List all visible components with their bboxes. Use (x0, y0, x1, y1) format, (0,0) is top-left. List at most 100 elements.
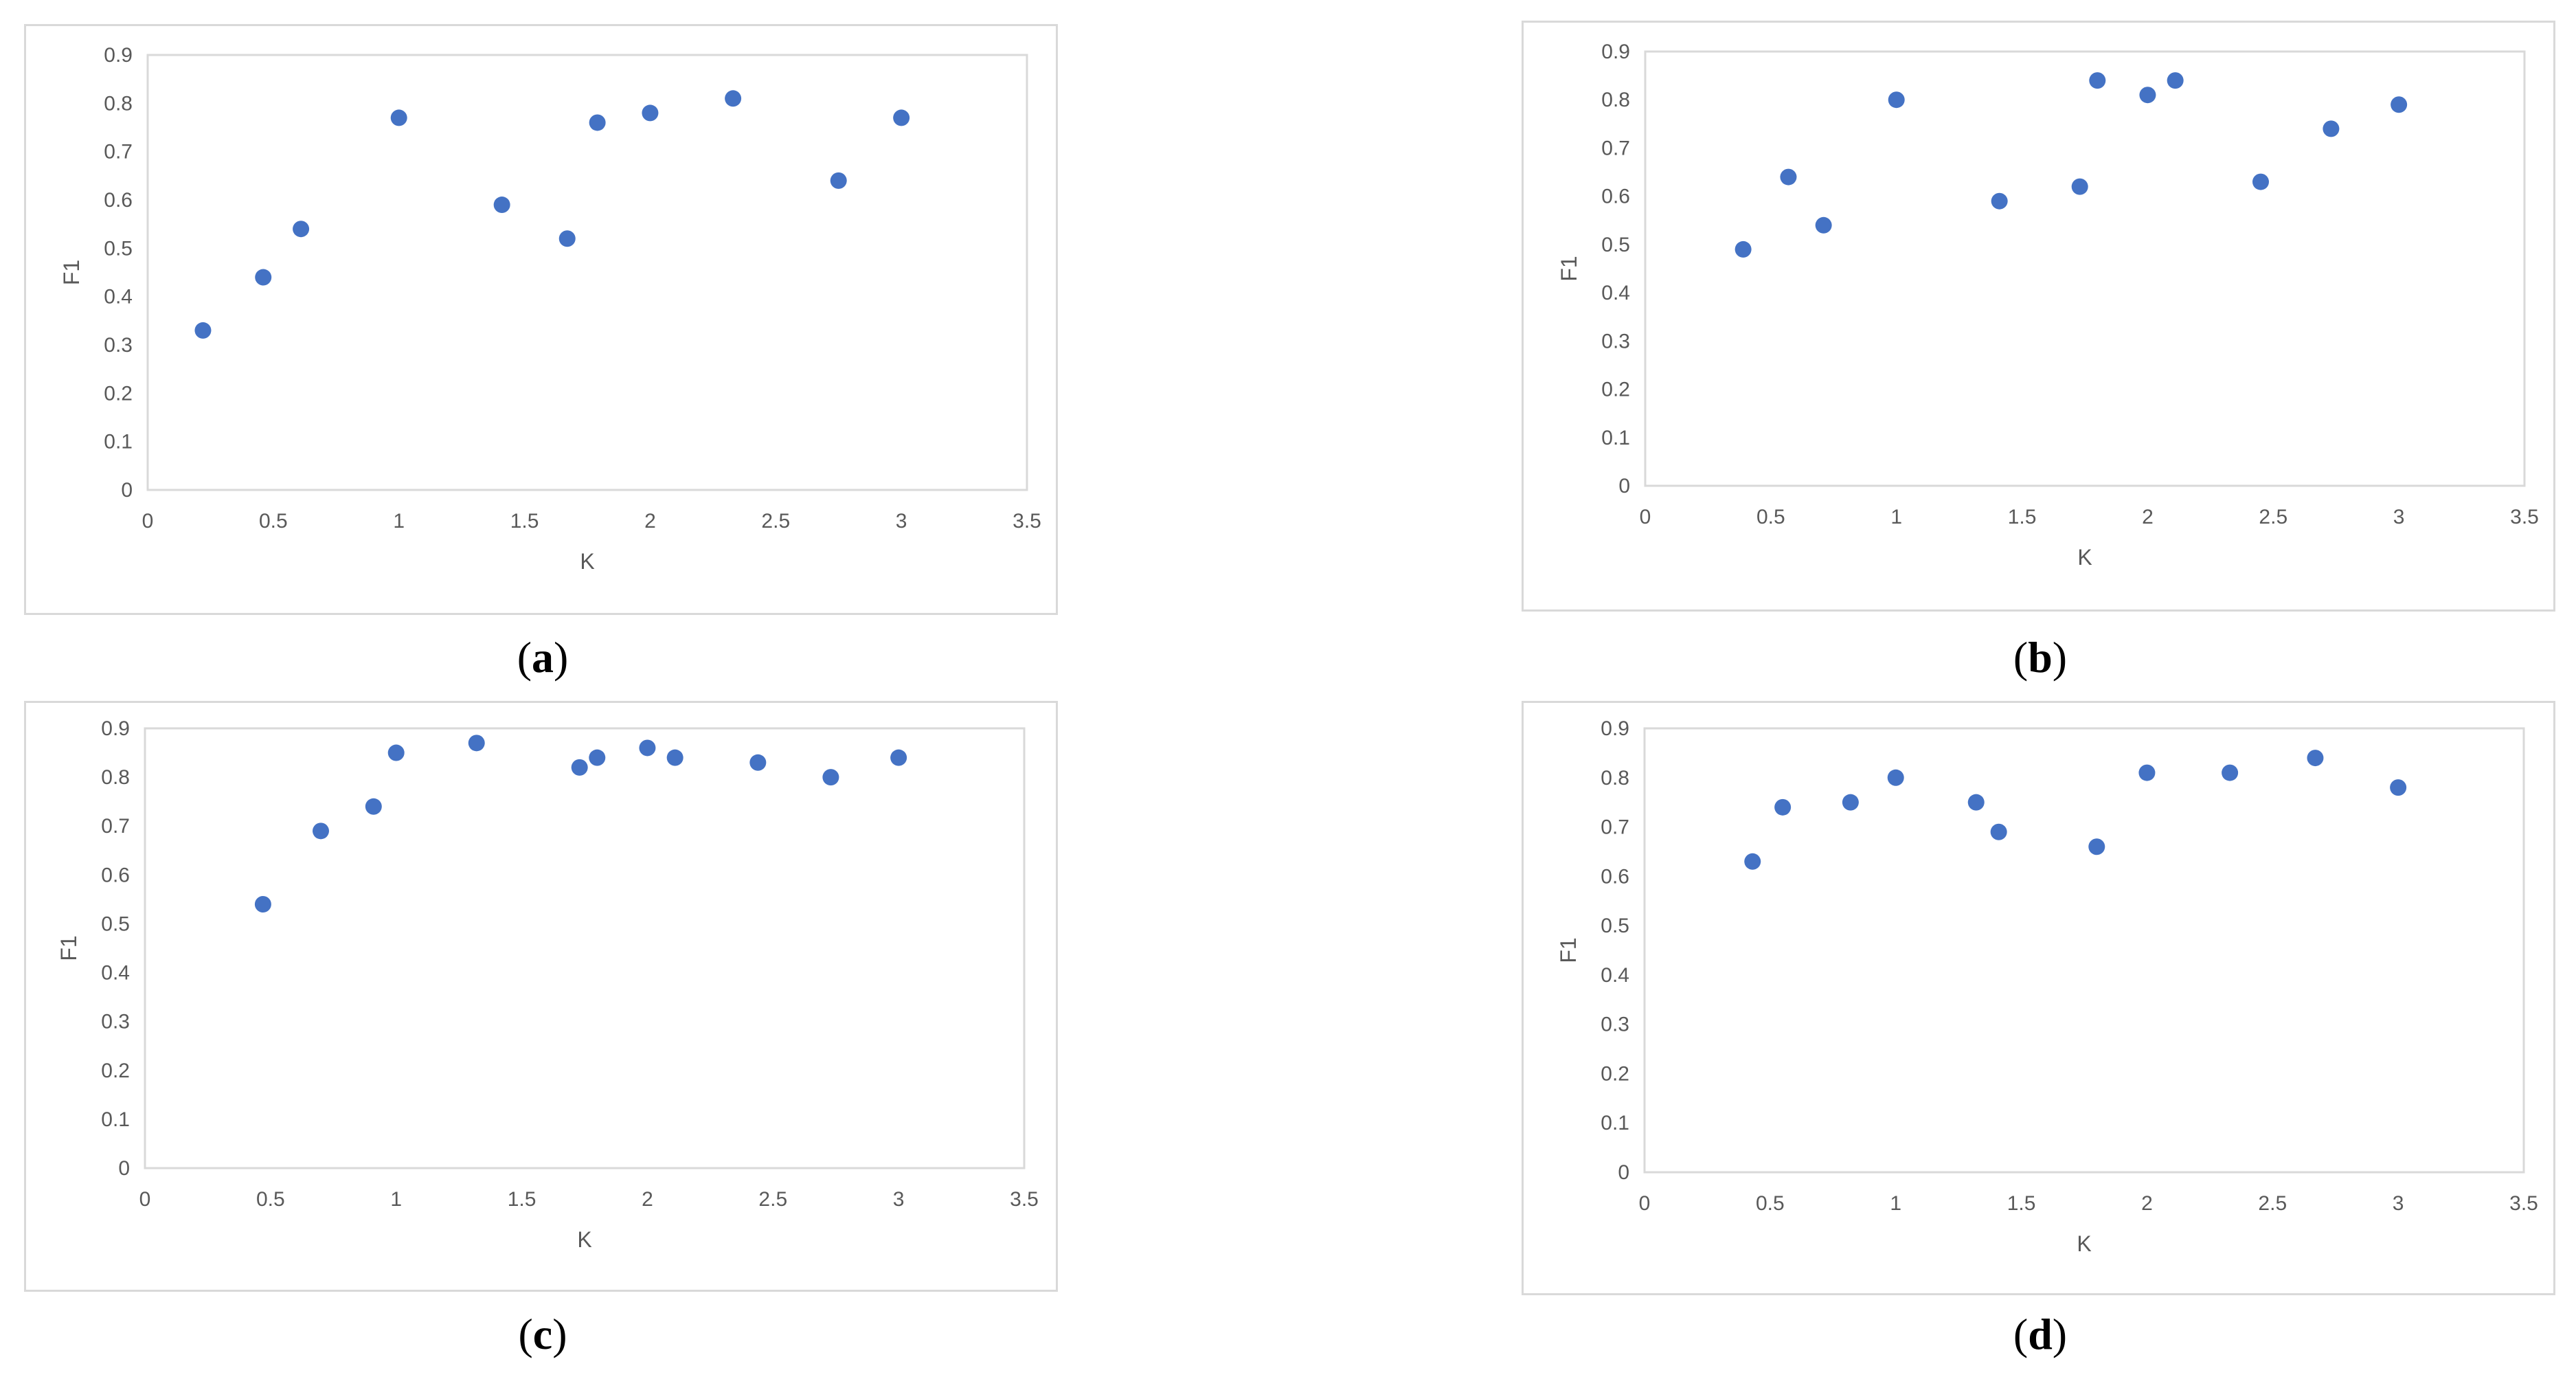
data-point (2222, 764, 2239, 781)
data-point (666, 749, 683, 766)
x-tick-label: 1 (1890, 1192, 1901, 1215)
y-tick-label: 0.6 (1601, 865, 1629, 888)
data-point (194, 322, 212, 339)
data-point (390, 109, 407, 126)
y-tick-label: 0.4 (1601, 282, 1630, 304)
data-point (293, 221, 310, 238)
x-tick-label: 0 (1639, 1192, 1651, 1215)
y-tick-label: 0.8 (104, 92, 133, 115)
data-point (1967, 794, 1985, 811)
caption-a: (a) (517, 633, 569, 682)
y-axis-label: F1 (1556, 937, 1581, 963)
data-point (2088, 838, 2105, 855)
data-point (468, 735, 485, 752)
y-tick-label: 0.8 (1601, 767, 1629, 790)
data-point (571, 759, 588, 776)
x-tick-label: 2.5 (2259, 506, 2287, 528)
data-point (2307, 750, 2324, 767)
chart-frame-c (24, 701, 1058, 1292)
y-tick-label: 0.6 (1601, 186, 1630, 208)
x-tick-label: 2 (2142, 506, 2154, 528)
x-tick-label: 1 (393, 510, 405, 533)
x-tick-label: 2.5 (758, 1188, 787, 1211)
x-tick-label: 2 (644, 510, 656, 533)
data-point (493, 197, 510, 214)
plot-area (146, 54, 1028, 491)
data-point (255, 269, 272, 286)
x-tick-label: 0.5 (256, 1188, 285, 1211)
y-tick-label: 0.3 (104, 334, 133, 357)
y-tick-label: 0.1 (104, 431, 133, 454)
data-point (2167, 72, 2184, 89)
y-tick-label: 0.4 (101, 962, 130, 985)
x-tick-label: 0 (1640, 506, 1651, 528)
y-tick-label: 0.9 (1601, 41, 1630, 63)
y-tick-label: 0 (1618, 475, 1630, 497)
y-tick-label: 0.4 (1601, 964, 1629, 987)
x-axis-label: K (580, 549, 594, 574)
y-tick-label: 0.7 (104, 141, 133, 164)
data-point (725, 90, 742, 107)
data-point (1990, 823, 2007, 840)
y-tick-label: 0.7 (1601, 816, 1629, 839)
y-tick-label: 0 (121, 479, 133, 502)
y-tick-label: 0.6 (101, 864, 130, 886)
y-tick-label: 0.9 (101, 717, 130, 740)
x-tick-label: 3.5 (1013, 510, 1041, 533)
data-point (2252, 173, 2269, 190)
chart-frame-d (1522, 701, 2555, 1295)
x-tick-label: 1 (1890, 506, 1902, 528)
caption-c: (c) (518, 1310, 567, 1358)
x-tick-label: 0.5 (259, 510, 288, 533)
y-tick-label: 0.5 (1601, 234, 1630, 256)
x-tick-label: 3.5 (2510, 506, 2539, 528)
x-tick-label: 2 (642, 1188, 653, 1211)
scatter-chart-c: 0 0.1 0.2 0.3 0.4 0.5 0.6 0.7 0.8 0.9 0 0.5 1 1.5 2 2.5… (56, 717, 1039, 1252)
data-point (1780, 168, 1797, 186)
chart-frame-b (1522, 21, 2555, 612)
data-point (589, 114, 606, 131)
x-tick-label: 1.5 (2008, 506, 2037, 528)
y-tick-label: 0.8 (101, 766, 130, 789)
y-axis-label: F1 (59, 260, 84, 285)
y-tick-label: 0.3 (1601, 330, 1630, 352)
x-tick-label: 3.5 (2509, 1192, 2538, 1215)
y-tick-label: 0.5 (1601, 915, 1629, 937)
y-tick-label: 0.9 (1601, 717, 1629, 740)
data-point (2390, 779, 2407, 796)
data-point (2323, 120, 2340, 137)
data-point (2139, 87, 2156, 104)
data-point (2138, 764, 2156, 781)
x-tick-label: 1.5 (508, 1188, 536, 1211)
x-tick-label: 0.5 (1756, 506, 1785, 528)
y-tick-label: 0.1 (1601, 427, 1630, 449)
y-axis-label: F1 (56, 935, 81, 961)
x-tick-label: 2.5 (2258, 1192, 2287, 1215)
y-tick-label: 0 (118, 1157, 130, 1180)
x-axis-label: K (577, 1227, 591, 1252)
y-tick-label: 0.8 (1601, 89, 1630, 111)
data-point (254, 896, 271, 913)
x-tick-label: 0 (142, 510, 154, 533)
data-point (830, 172, 847, 189)
x-tick-label: 3 (896, 510, 907, 533)
data-point (890, 749, 907, 766)
y-tick-label: 0.6 (104, 189, 133, 212)
y-tick-label: 0.2 (1601, 1062, 1629, 1085)
y-tick-label: 0.5 (101, 913, 130, 935)
data-point (822, 769, 839, 786)
data-point (2089, 72, 2106, 89)
x-tick-label: 1 (390, 1188, 402, 1211)
x-axis-label: K (2077, 1231, 2091, 1256)
data-point (589, 749, 606, 766)
x-axis-label: K (2077, 545, 2092, 570)
x-tick-label: 2.5 (761, 510, 790, 533)
data-point (1991, 192, 2008, 210)
data-point (642, 104, 659, 122)
y-tick-label: 0.4 (104, 286, 133, 309)
x-tick-label: 2 (2141, 1192, 2153, 1215)
x-tick-label: 1.5 (2007, 1192, 2036, 1215)
scatter-chart-d: 0 0.1 0.2 0.3 0.4 0.5 0.6 0.7 0.8 0.9 0 0.5 1 1.5 2 2.5… (1556, 717, 2538, 1256)
y-tick-label: 0.2 (101, 1060, 130, 1082)
data-point (2391, 96, 2408, 113)
